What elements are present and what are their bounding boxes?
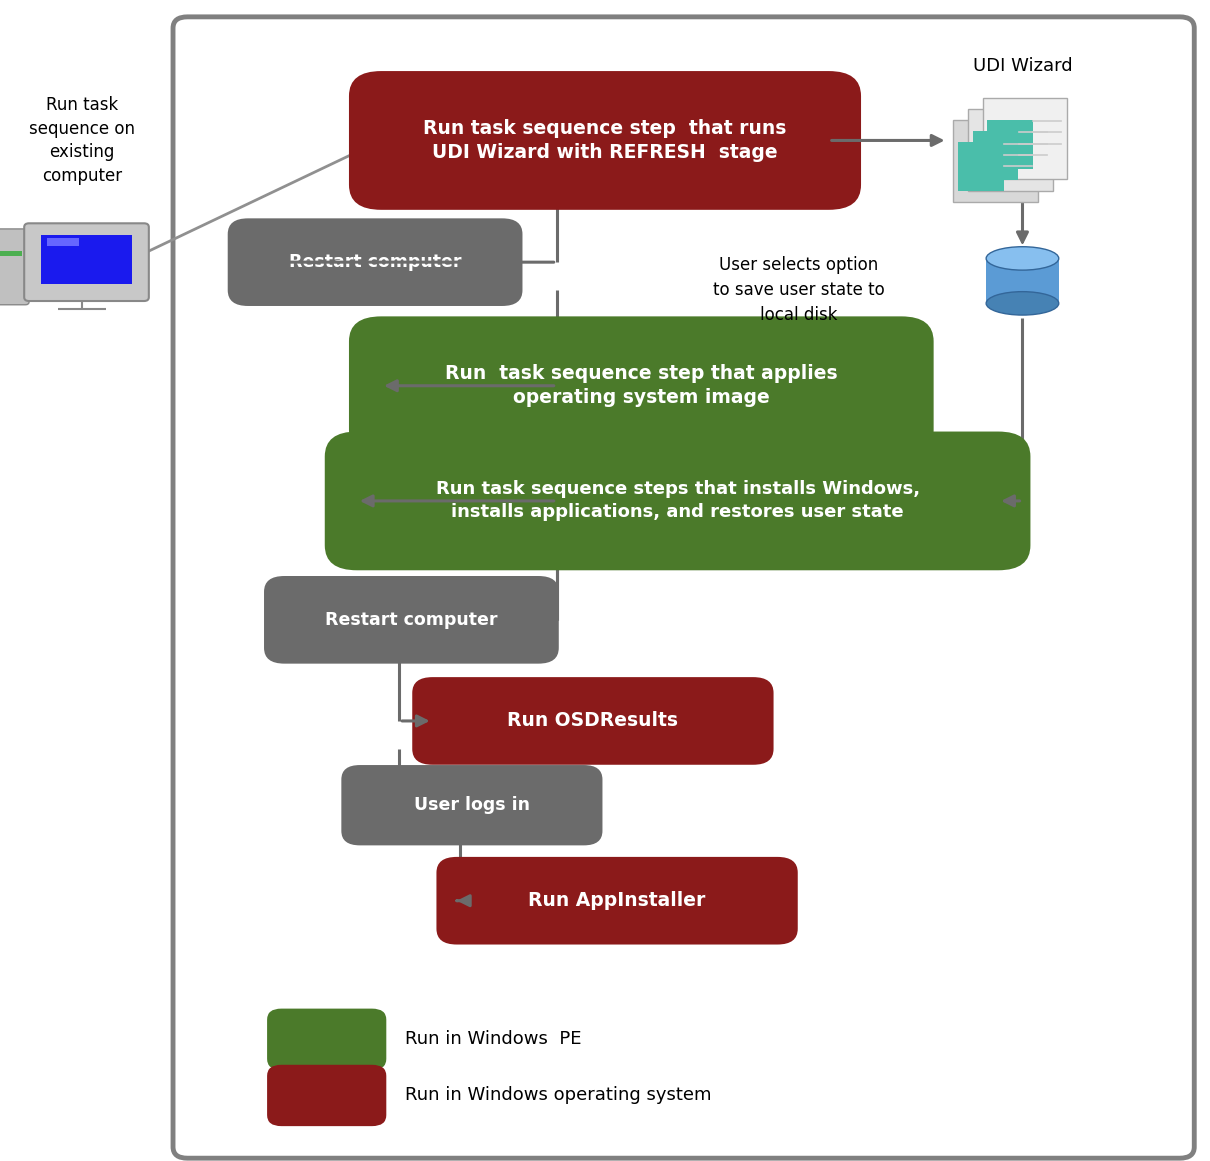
FancyBboxPatch shape — [437, 857, 797, 945]
Text: Run in Windows  PE: Run in Windows PE — [405, 1030, 582, 1048]
FancyBboxPatch shape — [173, 17, 1194, 1159]
Text: Run task
sequence on
existing
computer: Run task sequence on existing computer — [29, 96, 136, 185]
FancyBboxPatch shape — [41, 235, 132, 283]
FancyBboxPatch shape — [968, 109, 1053, 190]
FancyBboxPatch shape — [341, 765, 603, 845]
FancyBboxPatch shape — [973, 131, 1018, 180]
FancyBboxPatch shape — [47, 238, 79, 246]
Text: Run task sequence steps that installs Windows,
installs applications, and restor: Run task sequence steps that installs Wi… — [436, 481, 920, 521]
Text: Run in Windows operating system: Run in Windows operating system — [405, 1087, 711, 1104]
Text: Run  task sequence step that applies
operating system image: Run task sequence step that applies oper… — [445, 365, 837, 408]
Text: User logs in: User logs in — [414, 796, 530, 814]
FancyBboxPatch shape — [413, 677, 773, 765]
FancyBboxPatch shape — [958, 142, 1003, 192]
FancyBboxPatch shape — [267, 1065, 386, 1126]
FancyBboxPatch shape — [953, 121, 1038, 202]
Text: UDI Wizard: UDI Wizard — [973, 57, 1072, 74]
FancyBboxPatch shape — [0, 251, 22, 257]
FancyBboxPatch shape — [264, 576, 559, 664]
FancyBboxPatch shape — [348, 71, 862, 210]
Text: Restart computer: Restart computer — [289, 253, 461, 272]
Text: User selects option
to save user state to
local disk: User selects option to save user state t… — [713, 257, 885, 324]
FancyBboxPatch shape — [324, 432, 1031, 570]
Ellipse shape — [986, 247, 1059, 271]
Ellipse shape — [986, 291, 1059, 315]
FancyBboxPatch shape — [24, 223, 149, 301]
Text: Run AppInstaller: Run AppInstaller — [529, 892, 705, 910]
FancyBboxPatch shape — [227, 218, 523, 307]
FancyBboxPatch shape — [987, 120, 1032, 170]
FancyBboxPatch shape — [267, 1009, 386, 1070]
FancyBboxPatch shape — [986, 259, 1059, 303]
Text: Run task sequence step  that runs
UDI Wizard with REFRESH  stage: Run task sequence step that runs UDI Wiz… — [424, 118, 786, 163]
FancyBboxPatch shape — [0, 229, 29, 304]
FancyBboxPatch shape — [983, 98, 1067, 179]
FancyBboxPatch shape — [348, 316, 934, 455]
Text: Restart computer: Restart computer — [325, 611, 497, 629]
Text: Run OSDResults: Run OSDResults — [507, 712, 679, 730]
